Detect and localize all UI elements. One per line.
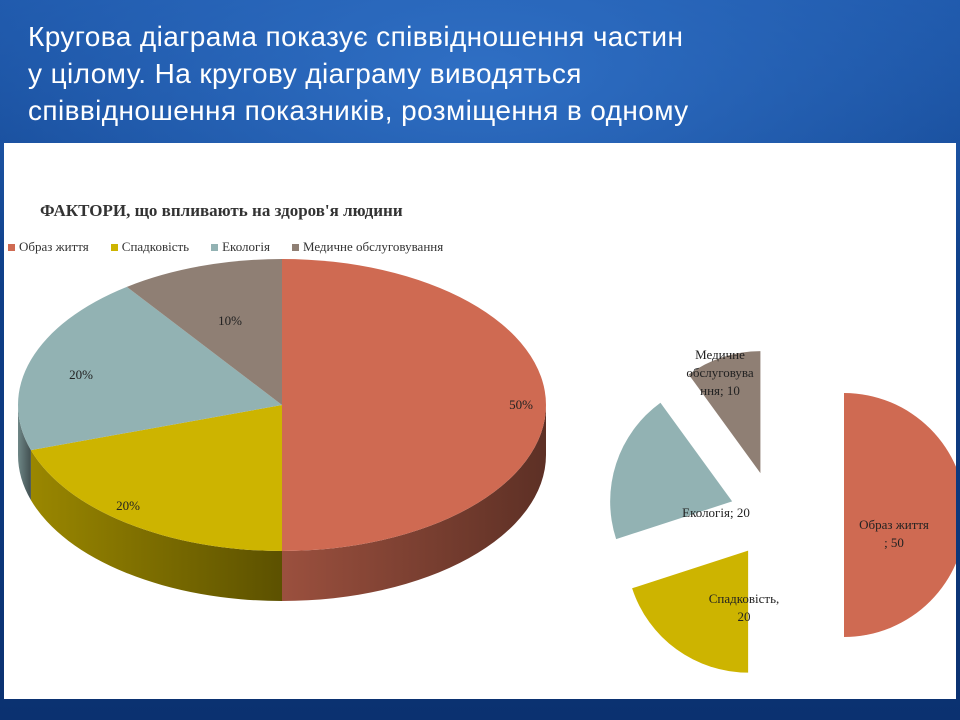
legend-swatch-medical xyxy=(291,243,299,251)
pie3d-slice-medical xyxy=(126,259,282,405)
legend-swatch-lifestyle xyxy=(8,243,15,251)
pie3d-side-ecology xyxy=(18,405,31,501)
pie2d-slice-heredity xyxy=(632,550,749,673)
pie2d-slice-lifestyle xyxy=(844,393,956,637)
pie3d-label-ecology: 20% xyxy=(69,367,93,382)
pie3d-label-medical: 10% xyxy=(218,313,242,328)
legend-label-heredity: Спадковість xyxy=(121,239,190,254)
legend-label-medical: Медичне обслуговування xyxy=(302,239,444,254)
pie2d-label-heredity-2: 20 xyxy=(738,609,751,624)
slide-heading: Кругова діаграма показує співвідношення … xyxy=(28,18,938,129)
legend-item-heredity: Спадковість xyxy=(110,239,190,255)
pie3d-side-heredity xyxy=(30,450,282,601)
pie2d-label-lifestyle-2: ; 50 xyxy=(884,535,904,550)
heading-line-3: співвідношення показників, розміщення в … xyxy=(28,95,689,126)
legend-label-ecology: Екологія xyxy=(222,239,270,254)
chart-panel: ФАКТОРИ, що впливають на здоров'я людини… xyxy=(4,143,956,699)
pie3d-slice-lifestyle xyxy=(282,259,546,551)
pie2d-label-medical-2: обслуговува xyxy=(686,365,754,380)
pie2d-slice-medical xyxy=(688,351,761,474)
pie2d-label-heredity-1: Спадковість, xyxy=(709,591,780,606)
legend-swatch-heredity xyxy=(110,243,118,251)
pie2d-label-ecology-1: Екологія; 20 xyxy=(682,505,750,520)
chart-title: ФАКТОРИ, що впливають на здоров'я людини xyxy=(40,201,403,220)
pie2d-label-lifestyle-1: Образ життя xyxy=(859,517,929,532)
legend-swatch-ecology xyxy=(211,243,219,251)
legend-label-lifestyle: Образ життя xyxy=(19,239,89,254)
pie3d-side-lifestyle xyxy=(282,405,546,601)
legend-item-ecology: Екологія xyxy=(211,239,270,255)
pie2d-label-medical-3: ння; 10 xyxy=(700,383,740,398)
chart-legend: Образ життя Спадковість Екологія Медичне… xyxy=(8,239,443,255)
pie2d-label-medical-1: Медичне xyxy=(695,347,745,362)
heading-line-1: Кругова діаграма показує співвідношення … xyxy=(28,21,684,52)
pie3d-label-lifestyle: 50% xyxy=(509,397,533,412)
charts-svg: 50% 20% 20% 10% Образ життя ; 50 Спадковість, 2… xyxy=(17,259,956,673)
pie3d-slice-ecology xyxy=(17,286,282,451)
legend-item-lifestyle: Образ життя xyxy=(8,239,89,255)
pie2d-slice-ecology xyxy=(610,402,733,540)
pie3d-slice-heredity xyxy=(30,405,282,551)
legend-item-medical: Медичне обслуговування xyxy=(291,239,444,255)
pie3d-label-heredity: 20% xyxy=(116,498,140,513)
heading-line-2: у цілому. На кругову діаграму виводяться xyxy=(28,58,582,89)
